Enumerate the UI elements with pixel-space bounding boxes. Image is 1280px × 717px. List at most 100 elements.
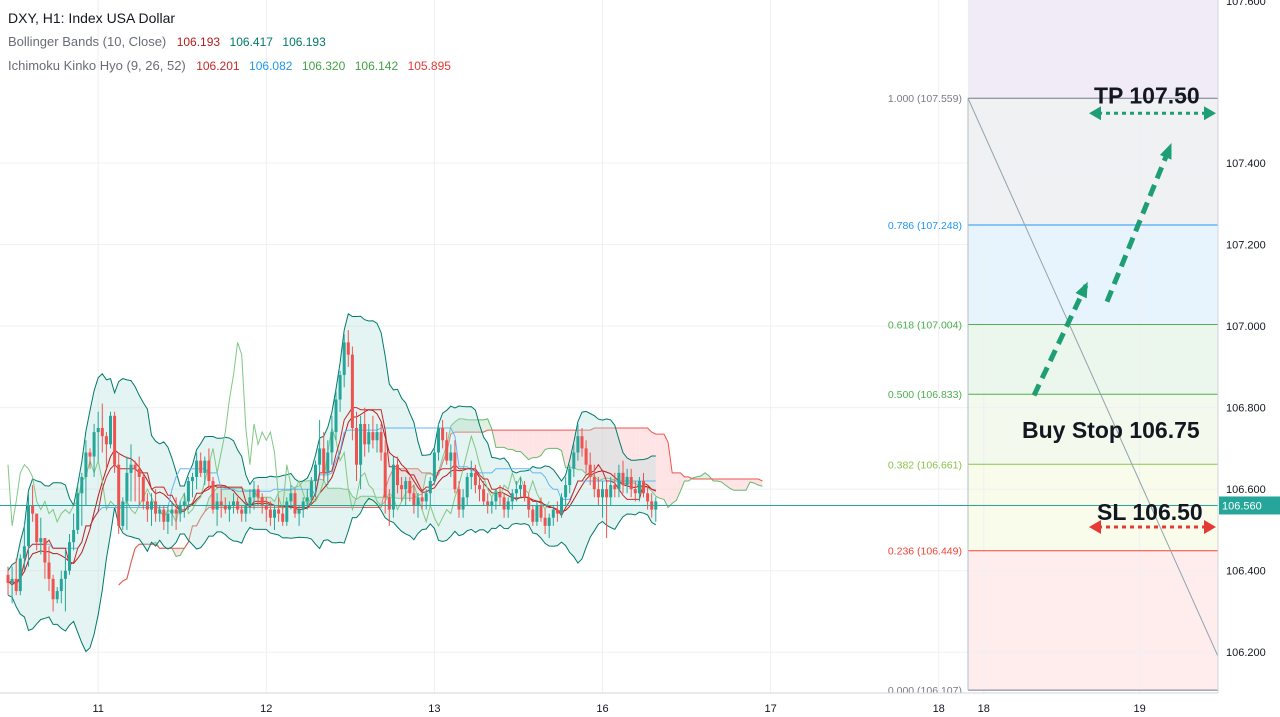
fib-zone (968, 464, 1218, 551)
candle-body (100, 428, 104, 437)
ichimoku-cloud (545, 430, 550, 450)
candle-body (207, 460, 211, 482)
x-axis-tick-label: 18 (978, 703, 990, 715)
candle-body (478, 485, 481, 490)
candle-body (59, 578, 63, 592)
ichimoku-cloud (500, 430, 505, 448)
candle (273, 505, 276, 530)
candle (264, 497, 268, 522)
candle-body (268, 509, 272, 518)
candle-body (203, 460, 207, 473)
candle-body (178, 505, 182, 514)
fib-level-label: 0.618 (107.004) (888, 319, 962, 331)
ichimoku-cloud (336, 488, 341, 508)
ichimoku-cloud (176, 548, 181, 557)
candle-body (408, 481, 412, 494)
ichimoku-cloud (700, 472, 705, 479)
legend-ichimoku-value: 106.320 (301, 59, 346, 73)
candle-body (318, 448, 322, 465)
candle (63, 550, 67, 612)
y-axis-tick-label: 106.400 (1226, 566, 1266, 578)
candle-body (547, 517, 551, 526)
candle (109, 411, 112, 449)
fib-zone (968, 324, 1218, 395)
candle (133, 460, 137, 502)
ichimoku-cloud (516, 430, 521, 452)
candle-body (646, 493, 650, 502)
candle-body (10, 578, 14, 583)
candle (383, 440, 387, 514)
legend-ichimoku[interactable]: Ichimoku Kinko Hyo (9, 26, 52) 106.201 1… (8, 54, 456, 78)
candle-body (223, 505, 227, 510)
ichimoku-cloud (737, 478, 742, 491)
candle-body (449, 452, 453, 461)
candle (420, 489, 424, 510)
candle (400, 476, 404, 502)
candle-body (211, 481, 215, 510)
candle (186, 476, 190, 510)
candle (191, 472, 194, 498)
candle (232, 493, 235, 514)
legend-bollinger[interactable]: Bollinger Bands (10, Close) 106.193 106.… (8, 30, 456, 54)
candle-body (322, 448, 326, 473)
candle (396, 456, 399, 494)
ichimoku-cloud (672, 472, 677, 504)
y-axis-tick-label: 107.200 (1226, 240, 1266, 252)
ichimoku-cloud (639, 428, 644, 488)
tp-label: TP 107.50 (1094, 82, 1200, 108)
candle (391, 456, 395, 518)
candle (424, 489, 428, 510)
candle-body (346, 342, 350, 355)
ichimoku-cloud (561, 430, 566, 468)
candle (76, 485, 80, 535)
ichimoku-cloud (705, 472, 710, 479)
candle (100, 403, 104, 453)
candle-body (482, 489, 486, 502)
ichimoku-cloud (532, 430, 537, 458)
candle-body (568, 468, 572, 486)
candle (469, 460, 473, 490)
candle-body (293, 493, 297, 514)
ichimoku-span-a (118, 418, 763, 586)
candle-body (129, 464, 133, 473)
candle (125, 456, 129, 530)
candle-body (391, 464, 395, 510)
candle-body (350, 354, 354, 429)
candle (457, 481, 461, 518)
candle-body (642, 481, 645, 494)
candle (211, 476, 215, 514)
ichimoku-cloud (655, 434, 660, 499)
candle-body (461, 497, 465, 510)
candle-body (80, 476, 84, 494)
chart-title-text: DXY, H1: Index USA Dollar (8, 10, 176, 26)
y-axis-tick-label: 107.600 (1226, 0, 1266, 8)
candle-body (47, 562, 51, 579)
candle-body (174, 509, 178, 514)
candle (174, 497, 178, 530)
candle-body (383, 452, 387, 498)
candle (318, 419, 322, 473)
legend-bollinger-value: 106.193 (282, 35, 326, 49)
candle-body (289, 493, 293, 502)
candle-body (76, 493, 80, 530)
candle (88, 448, 92, 469)
candle (162, 505, 166, 530)
candle (277, 497, 281, 522)
ichimoku-cloud (733, 478, 738, 491)
buy-stop-label: Buy Stop 106.75 (1022, 417, 1200, 443)
candle-body (92, 432, 96, 457)
legend-ichimoku-name: Ichimoku Kinko Hyo (9, 26, 52) (8, 58, 186, 73)
ichimoku-cloud (553, 430, 558, 449)
ichimoku-cloud (524, 430, 529, 460)
candle-body (14, 578, 18, 592)
chart-title: DXY, H1: Index USA Dollar (8, 6, 456, 30)
ichimoku-cloud (114, 580, 119, 585)
candle-body (514, 489, 518, 494)
candle-body (576, 436, 580, 453)
candle (240, 505, 244, 522)
candle-body (375, 432, 379, 441)
candle-body (437, 428, 440, 453)
candle (412, 485, 416, 514)
